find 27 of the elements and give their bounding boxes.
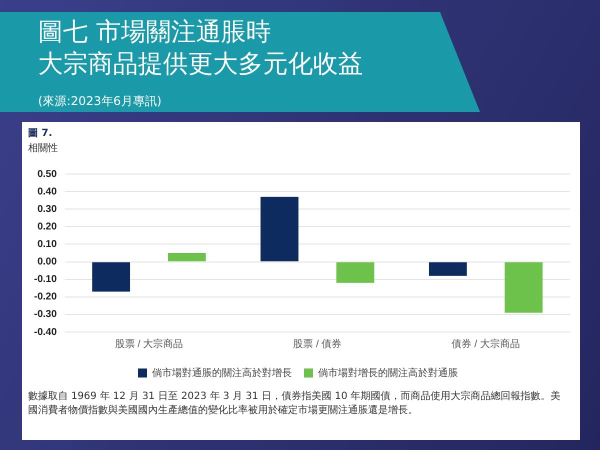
bar bbox=[336, 262, 374, 283]
y-tick-label: -0.30 bbox=[34, 309, 58, 320]
y-tick-label: 0.40 bbox=[37, 186, 58, 198]
y-tick-label: -0.40 bbox=[34, 326, 58, 338]
x-tick-label: 股票 / 大宗商品 bbox=[114, 338, 184, 350]
y-axis-title: 相關性 bbox=[28, 142, 58, 155]
y-tick-label: 0.50 bbox=[37, 168, 58, 180]
y-tick-label: 0.00 bbox=[37, 256, 58, 268]
x-tick-label: 債券 / 大宗商品 bbox=[452, 338, 520, 350]
caption: 圖 7. bbox=[28, 127, 52, 140]
y-tick-label: 0.10 bbox=[37, 238, 58, 250]
legend-label: 倘市場對增長的關注高於對通脹 bbox=[318, 366, 458, 379]
x-tick-label: 股票 / 債券 bbox=[293, 338, 342, 350]
chart-subtitle: 大宗商品提供更大多元化收益 bbox=[38, 48, 363, 80]
bar bbox=[92, 262, 130, 292]
y-tick-label: -0.10 bbox=[34, 274, 58, 286]
text: 數據取自 1969 年 12 月 31 日至 2023 年 3 月 31 日，債券指美國 10 年期國債，而商品使用大宗商品總回報指數。美國消費者物價指數與美國國內生產總值的變化比率被用於確定市場更關注通脹還是增長。 bbox=[28, 390, 562, 418]
chart-title: 圖七 市場關注通脹時 bbox=[38, 16, 271, 48]
bar bbox=[168, 253, 206, 262]
bar bbox=[504, 262, 543, 313]
bar bbox=[428, 262, 467, 276]
legend-label: 倘市場對通脹的關注高於對增長 bbox=[152, 366, 292, 379]
y-tick-label: -0.20 bbox=[34, 292, 58, 303]
y-tick-label: 0.30 bbox=[37, 204, 58, 215]
y-tick-label: 0.20 bbox=[37, 221, 58, 232]
bar bbox=[260, 196, 298, 262]
text: (來源:2023年6月專訊) bbox=[38, 93, 162, 110]
